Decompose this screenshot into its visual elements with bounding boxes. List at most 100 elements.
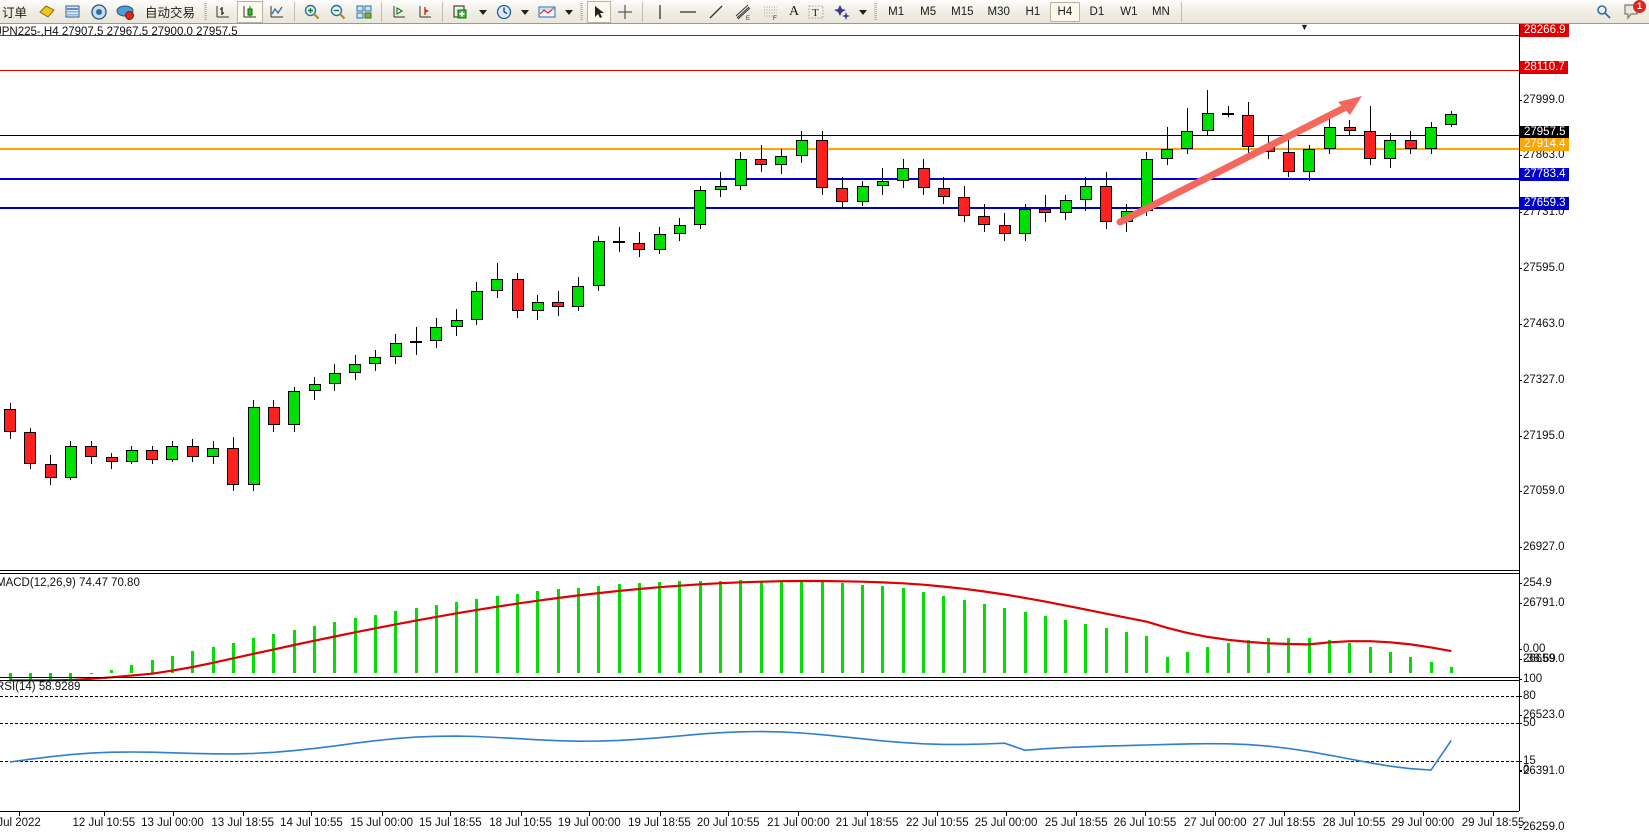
macd-histogram-bar — [516, 593, 519, 673]
vertical-line-icon[interactable] — [648, 1, 672, 23]
equidistant-channel-icon[interactable]: E — [730, 1, 756, 23]
price-tick: 27731.0 — [1519, 206, 1565, 218]
chart-collapse-arrow[interactable]: ▼ — [1300, 22, 1309, 32]
time-tick-mark — [1144, 812, 1146, 816]
macd-histogram-bar — [89, 673, 93, 675]
candle-body-bullish — [1059, 199, 1072, 214]
bid-price-chip[interactable]: 27914.4 — [1520, 138, 1569, 151]
candle-body-bearish — [552, 302, 565, 307]
support-level-chip[interactable]: 27783.4 — [1520, 168, 1569, 181]
candlestick — [917, 24, 930, 569]
templates-icon[interactable] — [534, 1, 560, 23]
autotrade-button[interactable]: 自动交易 — [145, 6, 196, 20]
candlestick-chart-icon[interactable] — [237, 0, 264, 23]
level-line-resistance-2[interactable] — [0, 70, 1519, 71]
level-line-bid[interactable] — [0, 148, 1519, 150]
timeframe-m15[interactable]: M15 — [951, 5, 974, 18]
level-line-support-1[interactable] — [0, 178, 1519, 180]
macd-pane[interactable] — [0, 576, 1519, 681]
fibonacci-icon[interactable]: F — [758, 1, 784, 23]
scroll-start-icon[interactable] — [387, 1, 411, 23]
candle-body-bullish — [531, 302, 544, 312]
zoom-in-icon[interactable] — [300, 1, 324, 23]
scroll-end-icon[interactable] — [413, 1, 437, 23]
navigator-icon[interactable] — [87, 1, 111, 23]
macd-histogram-bar — [373, 614, 377, 673]
chart-canvas[interactable]: JPN225-,H4 27907.5 27967.5 27900.0 27957… — [0, 22, 1649, 835]
bar-chart-icon[interactable] — [211, 1, 235, 23]
search-icon[interactable] — [1593, 1, 1615, 23]
macd-tick: 0.00 — [1518, 643, 1546, 655]
candlestick-series[interactable] — [0, 24, 1519, 569]
price-axis[interactable]: 27999.0 27863.0 27731.0 27595.0 27463.0 27327… — [1518, 24, 1649, 833]
timeframe-mn[interactable]: MN — [1151, 5, 1170, 18]
periodicity-icon[interactable] — [492, 1, 516, 23]
terminal-icon[interactable] — [113, 1, 138, 23]
timeframe-h4[interactable]: H4 — [1049, 1, 1080, 22]
data-window-icon[interactable] — [61, 1, 85, 23]
toolbar-grip[interactable] — [204, 2, 208, 21]
toolbar-grip-3[interactable] — [874, 2, 878, 21]
objects-list-icon[interactable] — [830, 1, 854, 23]
macd-histogram-bar — [861, 584, 865, 673]
level-line-resistance-1[interactable] — [0, 35, 1519, 36]
time-tick-mark — [381, 812, 383, 816]
timeframe-h1[interactable]: H1 — [1025, 5, 1041, 18]
time-tick: 25 Jul 18:55 — [1044, 817, 1108, 829]
cursor-icon[interactable] — [587, 0, 612, 23]
timeframe-m30[interactable]: M30 — [987, 5, 1010, 18]
line-chart-icon[interactable] — [265, 1, 289, 23]
timeframe-m1[interactable]: M1 — [888, 5, 905, 18]
chevron-down-icon[interactable] — [476, 1, 490, 23]
text-icon[interactable]: A — [789, 3, 800, 19]
macd-histogram-bar — [170, 655, 174, 673]
time-tick-mark — [1493, 812, 1495, 816]
time-tick-mark — [937, 812, 939, 816]
chevron-down-icon-2[interactable] — [518, 1, 532, 23]
candlestick — [389, 24, 402, 569]
rsi-tick: 100 — [1518, 673, 1543, 685]
candle-body-bullish — [207, 448, 219, 458]
add-indicator-icon[interactable] — [448, 1, 474, 23]
candle-body-bullish — [572, 286, 585, 307]
macd-histogram-bar — [840, 583, 844, 673]
trendline-icon[interactable] — [704, 1, 728, 23]
toolbar-grip-2[interactable] — [580, 2, 584, 21]
chevron-down-icon-4[interactable] — [856, 1, 870, 23]
level-line-last-price[interactable] — [0, 135, 1519, 136]
candle-body-bearish — [937, 188, 950, 198]
macd-histogram-bar — [272, 634, 276, 673]
macd-histogram-bar — [1084, 623, 1088, 673]
macd-histogram-bar — [942, 595, 946, 673]
candle-body-bearish — [816, 140, 828, 189]
timeframe-w1[interactable]: W1 — [1120, 5, 1138, 18]
rsi-tick: 50 — [1519, 717, 1536, 729]
candlestick — [328, 24, 341, 569]
support-level-chip[interactable]: 27659.3 — [1520, 197, 1569, 210]
zoom-out-icon[interactable] — [326, 1, 350, 23]
time-tick: 29 Jul 18:55 — [1461, 817, 1525, 829]
time-axis[interactable]: Jul 2022 12 Jul 10:55 13 Jul 00:00 13 Jul 1… — [0, 811, 1524, 835]
crosshair-icon[interactable] — [613, 1, 637, 23]
notifications-icon[interactable]: 1 — [1620, 0, 1646, 23]
candlestick — [450, 24, 463, 569]
candle-body-bearish — [44, 464, 57, 478]
resistance-level-chip[interactable]: 28266.9 — [1520, 24, 1569, 37]
chevron-down-icon-3[interactable] — [562, 1, 576, 23]
level-line-support-2[interactable] — [0, 207, 1519, 209]
resistance-level-chip[interactable]: 28110.7 — [1520, 61, 1568, 74]
timeframe-m5[interactable]: M5 — [920, 5, 937, 18]
timeframe-d1[interactable]: D1 — [1089, 5, 1105, 18]
new-order-icon[interactable] — [35, 1, 59, 23]
time-tick-mark — [450, 812, 452, 816]
candlestick — [592, 24, 605, 569]
time-tick: 15 Jul 00:00 — [350, 817, 413, 829]
candle-body-bullish — [795, 140, 808, 157]
order-button[interactable]: 订单 — [2, 6, 28, 20]
horizontal-line-icon[interactable] — [674, 1, 702, 23]
candlestick — [1425, 24, 1437, 569]
text-label-icon[interactable]: T — [804, 1, 828, 23]
time-tick: 22 Jul 10:55 — [906, 817, 969, 829]
last-price-chip[interactable]: 27957.5 — [1520, 126, 1569, 139]
tile-windows-icon[interactable] — [352, 1, 376, 23]
